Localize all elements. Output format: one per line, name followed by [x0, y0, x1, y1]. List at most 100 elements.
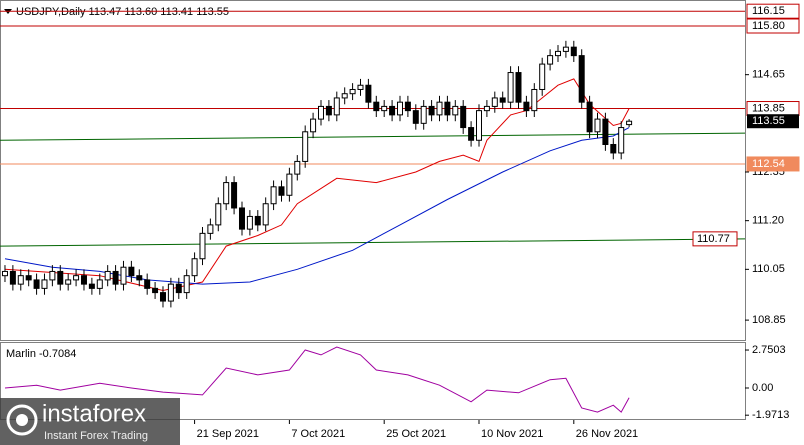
candle-body — [262, 203, 269, 226]
x-tick-label: 26 Nov 2021 — [576, 428, 638, 440]
y-tick-label: 108.85 — [752, 314, 786, 326]
y-tick-label: 110.05 — [752, 263, 785, 275]
candle-body — [80, 275, 87, 285]
level-label: 112.54 — [752, 158, 785, 170]
y-tick-label: 2.7503 — [752, 344, 786, 356]
last-price-label: 113.55 — [752, 115, 785, 127]
candle-body — [341, 93, 348, 99]
watermark-icon-core — [16, 414, 28, 426]
candle-body — [73, 275, 80, 281]
candle-body — [223, 182, 230, 205]
candle-body — [365, 84, 372, 103]
y-tick-label: 111.20 — [752, 215, 784, 227]
candle-body — [618, 127, 625, 154]
y-tick-label: 114.65 — [752, 69, 785, 81]
candle-body — [65, 279, 72, 285]
candle-body — [412, 110, 419, 124]
candle-body — [547, 55, 554, 65]
candle-body — [499, 97, 506, 103]
candle-body — [9, 270, 16, 285]
candle-body — [491, 97, 498, 107]
candle-body — [594, 118, 601, 133]
candle-body — [25, 275, 32, 281]
candle-body — [270, 186, 277, 205]
candle-body — [578, 55, 585, 103]
candle-body — [152, 287, 159, 294]
candle-body — [389, 105, 396, 116]
main-frame — [0, 0, 746, 341]
candle-body — [444, 101, 451, 116]
level-label: 116.15 — [752, 5, 785, 17]
candle-body — [183, 275, 190, 294]
candle-body — [310, 118, 317, 133]
candle-body — [483, 105, 490, 112]
y-tick-label: 0.00 — [752, 382, 773, 394]
candle-body — [33, 279, 40, 289]
trendline — [0, 238, 746, 247]
candle-body — [626, 120, 633, 126]
sub-frame — [0, 342, 746, 420]
candle-body — [460, 105, 467, 129]
candle-body — [207, 224, 214, 234]
candle-body — [254, 215, 261, 226]
candle-body — [381, 105, 388, 112]
candle-body — [602, 118, 609, 145]
candle-body — [396, 101, 403, 116]
chart-title: USDJPY,Daily 113.47 113.60 113.41 113.55 — [16, 6, 229, 18]
candle-body — [539, 63, 546, 90]
candle-body — [96, 279, 103, 289]
candle-body — [238, 207, 245, 230]
candle-body — [404, 101, 411, 112]
candle-body — [231, 182, 238, 209]
candle-body — [286, 173, 293, 196]
candle-body — [128, 266, 135, 277]
candle-body — [507, 72, 514, 103]
candle-body — [120, 266, 127, 285]
candle-body — [357, 84, 364, 90]
candle-body — [49, 270, 56, 281]
candle-body — [325, 105, 332, 116]
candle-body — [167, 283, 174, 302]
candle-body — [349, 88, 356, 95]
level-label: 115.80 — [752, 20, 785, 32]
watermark-icon — [6, 404, 38, 436]
candle-body — [175, 283, 182, 294]
candle-body — [294, 160, 301, 175]
y-tick-label: -1.9713 — [752, 409, 789, 421]
candle-body — [57, 270, 64, 285]
candle-body — [144, 279, 151, 289]
indicator-title: Marlin -0.7084 — [6, 348, 76, 360]
watermark-bg — [0, 398, 180, 445]
watermark-brand: instaforex — [42, 400, 146, 427]
candle-body — [562, 46, 569, 52]
x-tick-label: 25 Oct 2021 — [386, 428, 446, 440]
candle-body — [333, 97, 340, 116]
candle-body — [610, 143, 617, 154]
candle-body — [428, 105, 435, 116]
candle-body — [41, 279, 48, 289]
watermark-tagline: Instant Forex Trading — [44, 430, 148, 442]
candle-body — [436, 101, 443, 116]
trendline-label-box — [692, 231, 738, 247]
candle-body — [475, 110, 482, 141]
candle-body — [373, 101, 380, 112]
candle-body — [191, 258, 198, 277]
candle-body — [112, 270, 119, 285]
candle-body — [278, 186, 285, 196]
candle-body — [317, 105, 324, 120]
candle-body — [1, 270, 8, 277]
candle-body — [136, 275, 143, 281]
candle-body — [215, 203, 222, 226]
candle-body — [570, 46, 577, 57]
candle-body — [17, 275, 24, 285]
candle-body — [515, 72, 522, 103]
candle-body — [104, 270, 111, 281]
candle-body — [586, 101, 593, 133]
last-price-box — [747, 114, 799, 129]
x-tick-label: 7 Oct 2021 — [291, 428, 345, 440]
candle-body — [302, 131, 309, 162]
candle-body — [159, 292, 166, 302]
